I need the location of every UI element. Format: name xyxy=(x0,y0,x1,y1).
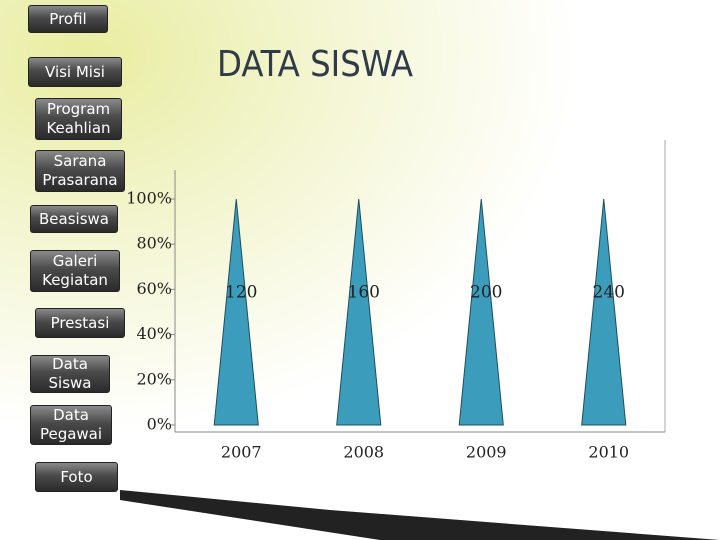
nav-button[interactable]: Beasiswa xyxy=(30,205,118,233)
data-label: 160 xyxy=(348,283,380,303)
y-tick-label: 60% xyxy=(136,279,172,298)
nav-button[interactable]: Visi Misi xyxy=(28,57,122,87)
decoration xyxy=(120,490,720,540)
cone xyxy=(458,198,504,426)
nav-button[interactable]: Prestasi xyxy=(35,308,125,338)
x-tick-label: 2007 xyxy=(221,443,262,462)
x-tick-label: 2009 xyxy=(466,443,507,462)
nav-button[interactable]: Data Pegawai xyxy=(30,405,112,445)
x-tick-label: 2010 xyxy=(588,443,629,462)
cone xyxy=(213,198,259,426)
y-tick-label: 40% xyxy=(136,324,172,343)
cone xyxy=(581,198,627,426)
nav-button[interactable]: Sarana Prasarana xyxy=(35,150,125,192)
cone xyxy=(336,198,382,426)
nav-button[interactable]: Foto xyxy=(35,462,118,492)
nav-button[interactable]: Data Siswa xyxy=(30,355,110,393)
chart-title: DATA SISWA xyxy=(217,44,413,85)
nav-button[interactable]: Program Keahlian xyxy=(35,98,122,140)
x-tick-label: 2008 xyxy=(343,443,384,462)
y-tick-label: 20% xyxy=(136,369,172,388)
data-label: 240 xyxy=(593,283,625,303)
data-label: 120 xyxy=(225,283,257,303)
data-label: 200 xyxy=(470,283,502,303)
nav-button[interactable]: Galeri Kegiatan xyxy=(30,250,120,292)
y-tick-label: 100% xyxy=(126,189,172,208)
nav-button[interactable]: Profil xyxy=(28,5,108,33)
y-tick-label: 0% xyxy=(147,415,172,434)
y-tick-label: 80% xyxy=(136,234,172,253)
